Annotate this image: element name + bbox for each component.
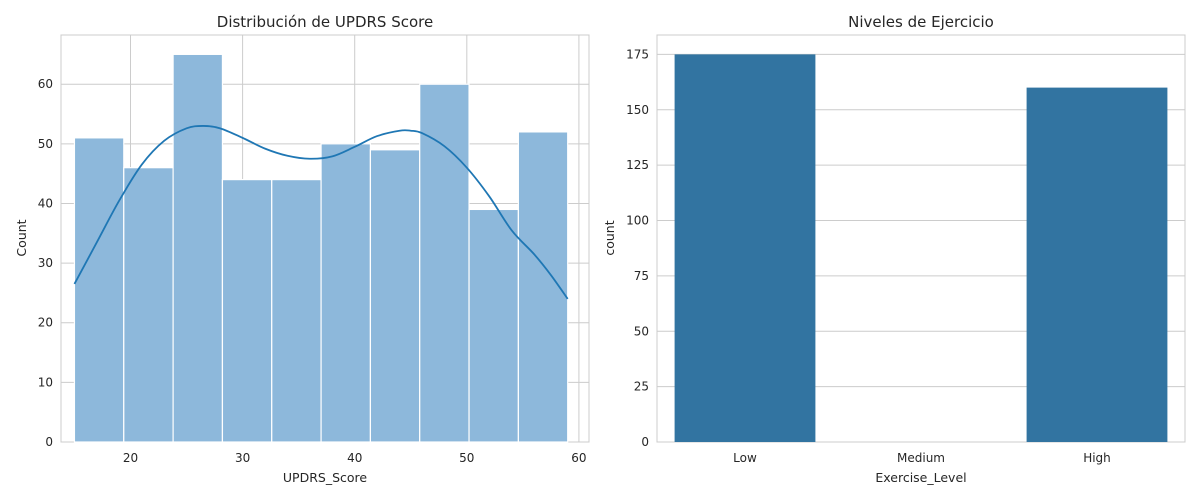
x-tick-label: High [1083,451,1111,465]
y-tick-label: 0 [641,435,649,449]
histogram-bar [123,167,174,443]
histogram-y-axis-label: Count [14,219,29,256]
y-tick-label: 60 [38,77,53,91]
bar-y-ticks: 0 25 50 75 100 125 150 175 [626,47,649,449]
x-tick-label: Low [733,451,757,465]
histogram-bar [369,149,421,443]
kde-line [73,125,569,300]
x-tick-label: 60 [571,451,586,465]
bar-chart: Low Medium High 0 25 50 75 100 125 150 175 Nivele… [602,13,1186,485]
histogram-x-axis-label: UPDRS_Score [283,470,368,485]
histogram-bar [271,179,322,443]
y-tick-label: 50 [634,324,649,338]
bar-chart-title: Niveles de Ejercicio [848,13,994,31]
histogram-y-ticks: 0 10 20 30 40 50 60 [38,77,53,449]
histogram-bar [320,143,372,443]
histogram-chart: 20 30 40 50 60 0 10 20 30 40 50 60 Distribución de… [14,13,590,485]
y-tick-label: 50 [38,137,53,151]
x-tick-label: 20 [123,451,138,465]
y-tick-label: 30 [38,256,53,270]
y-tick-label: 100 [626,214,649,228]
bar-chart-bars [674,54,1168,443]
bar-high [1026,87,1168,443]
histogram-title: Distribución de UPDRS Score [217,13,433,31]
y-tick-label: 40 [38,196,53,210]
y-tick-label: 150 [626,103,649,117]
histogram-bar [73,137,125,443]
bar-low [674,54,816,442]
bar-x-axis-label: Exercise_Level [875,470,966,485]
histogram-x-ticks: 20 30 40 50 60 [123,451,587,465]
bar-x-ticks: Low Medium High [733,451,1111,465]
y-tick-label: 75 [634,269,649,283]
x-tick-label: Medium [897,451,945,465]
x-tick-label: 40 [347,451,362,465]
histogram-bar [172,53,224,443]
histogram-bar [419,83,470,443]
histogram-bar [221,179,273,443]
x-tick-label: 30 [235,451,250,465]
y-tick-label: 125 [626,158,649,172]
y-tick-label: 175 [626,47,649,61]
bar-y-axis-label: count [602,220,617,255]
y-tick-label: 25 [634,380,649,394]
histogram-bar [468,208,519,443]
y-tick-label: 10 [38,375,53,389]
histogram-bars [73,53,569,443]
y-tick-label: 20 [38,316,53,330]
y-tick-label: 0 [45,435,53,449]
x-tick-label: 50 [459,451,474,465]
